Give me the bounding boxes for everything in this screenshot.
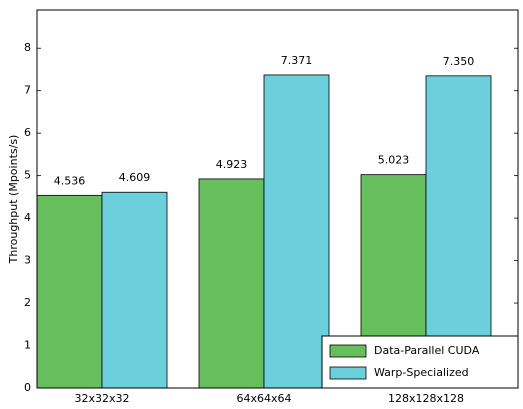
legend-label: Warp-Specialized [374, 366, 469, 379]
legend-swatch [329, 344, 367, 358]
bar [36, 194, 103, 389]
legend-swatch [329, 366, 367, 380]
y-tick-label: 5 [24, 169, 31, 182]
value-label: 7.350 [443, 55, 475, 68]
plot-frame [36, 9, 519, 389]
value-label: 4.536 [54, 174, 86, 187]
x-tick-label: 128x128x128 [388, 392, 464, 405]
legend-label: Data-Parallel CUDA [374, 344, 480, 357]
y-axis-label: Throughput (Mpoints/s) [7, 135, 20, 265]
y-tick-label: 6 [24, 126, 31, 139]
x-tick-label: 32x32x32 [74, 392, 129, 405]
x-tick-label: 64x64x64 [236, 392, 291, 405]
y-tick-label: 1 [24, 339, 31, 352]
bar [263, 74, 330, 389]
y-tick-label: 3 [24, 254, 31, 267]
bar [101, 191, 168, 389]
y-tick-label: 2 [24, 296, 31, 309]
value-label: 5.023 [378, 154, 410, 167]
value-label: 7.371 [281, 54, 313, 67]
value-label: 4.609 [119, 171, 151, 184]
value-label: 4.923 [216, 158, 248, 171]
y-tick-label: 0 [24, 381, 31, 394]
bar [198, 178, 265, 389]
y-tick-label: 4 [24, 211, 31, 224]
y-tick-label: 8 [24, 41, 31, 54]
y-tick-label: 7 [24, 84, 31, 97]
